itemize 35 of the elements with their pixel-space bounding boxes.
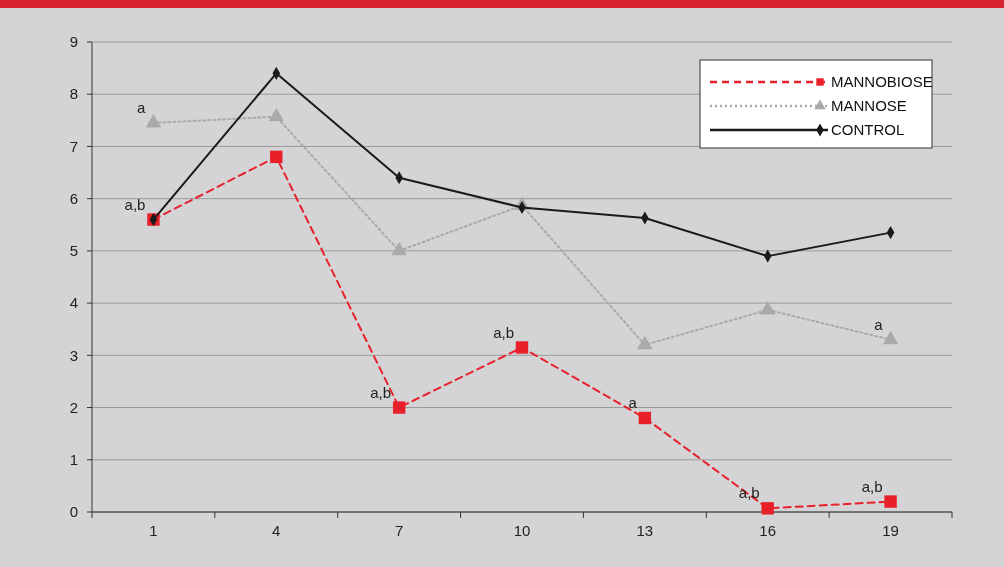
point bbox=[884, 495, 897, 508]
x-tick-label: 16 bbox=[759, 522, 777, 539]
y-tick-label: 5 bbox=[69, 242, 78, 260]
y-tick-label: 1 bbox=[69, 451, 78, 469]
x-tick-label: 10 bbox=[513, 522, 531, 539]
annotation: a bbox=[874, 315, 884, 333]
x-tick-label: 13 bbox=[636, 522, 654, 539]
annotation: a,b bbox=[370, 383, 392, 401]
point bbox=[392, 401, 406, 414]
annotation: a,b bbox=[861, 477, 883, 495]
y-tick-label: 9 bbox=[69, 33, 78, 51]
legend-label: CONTROL bbox=[831, 121, 905, 139]
y-tick-label: 7 bbox=[69, 137, 78, 155]
y-tick-label: 8 bbox=[69, 85, 78, 103]
x-tick-label: 19 bbox=[882, 522, 899, 539]
point bbox=[515, 341, 529, 354]
point bbox=[270, 150, 283, 164]
point bbox=[268, 107, 285, 122]
x-tick-label: 1 bbox=[149, 522, 158, 539]
x-tick-label: 7 bbox=[394, 522, 404, 539]
annotation: a bbox=[137, 98, 147, 116]
annotation: a,b bbox=[124, 195, 146, 213]
annotation: a,b bbox=[493, 323, 514, 341]
y-tick-label: 0 bbox=[69, 503, 78, 521]
point bbox=[638, 411, 652, 425]
annotation: a,b bbox=[738, 484, 760, 502]
y-tick-label: 6 bbox=[69, 189, 78, 207]
x-tick-label: 4 bbox=[272, 522, 281, 539]
legend-label: MANNOSE bbox=[831, 97, 907, 115]
y-tick-label: 3 bbox=[69, 346, 78, 364]
point bbox=[761, 502, 774, 515]
y-tick-label: 4 bbox=[69, 294, 78, 312]
annotation: a bbox=[628, 394, 638, 411]
legend-label: MANNOBIOSE bbox=[831, 73, 933, 91]
y-tick-label: 2 bbox=[69, 398, 78, 416]
